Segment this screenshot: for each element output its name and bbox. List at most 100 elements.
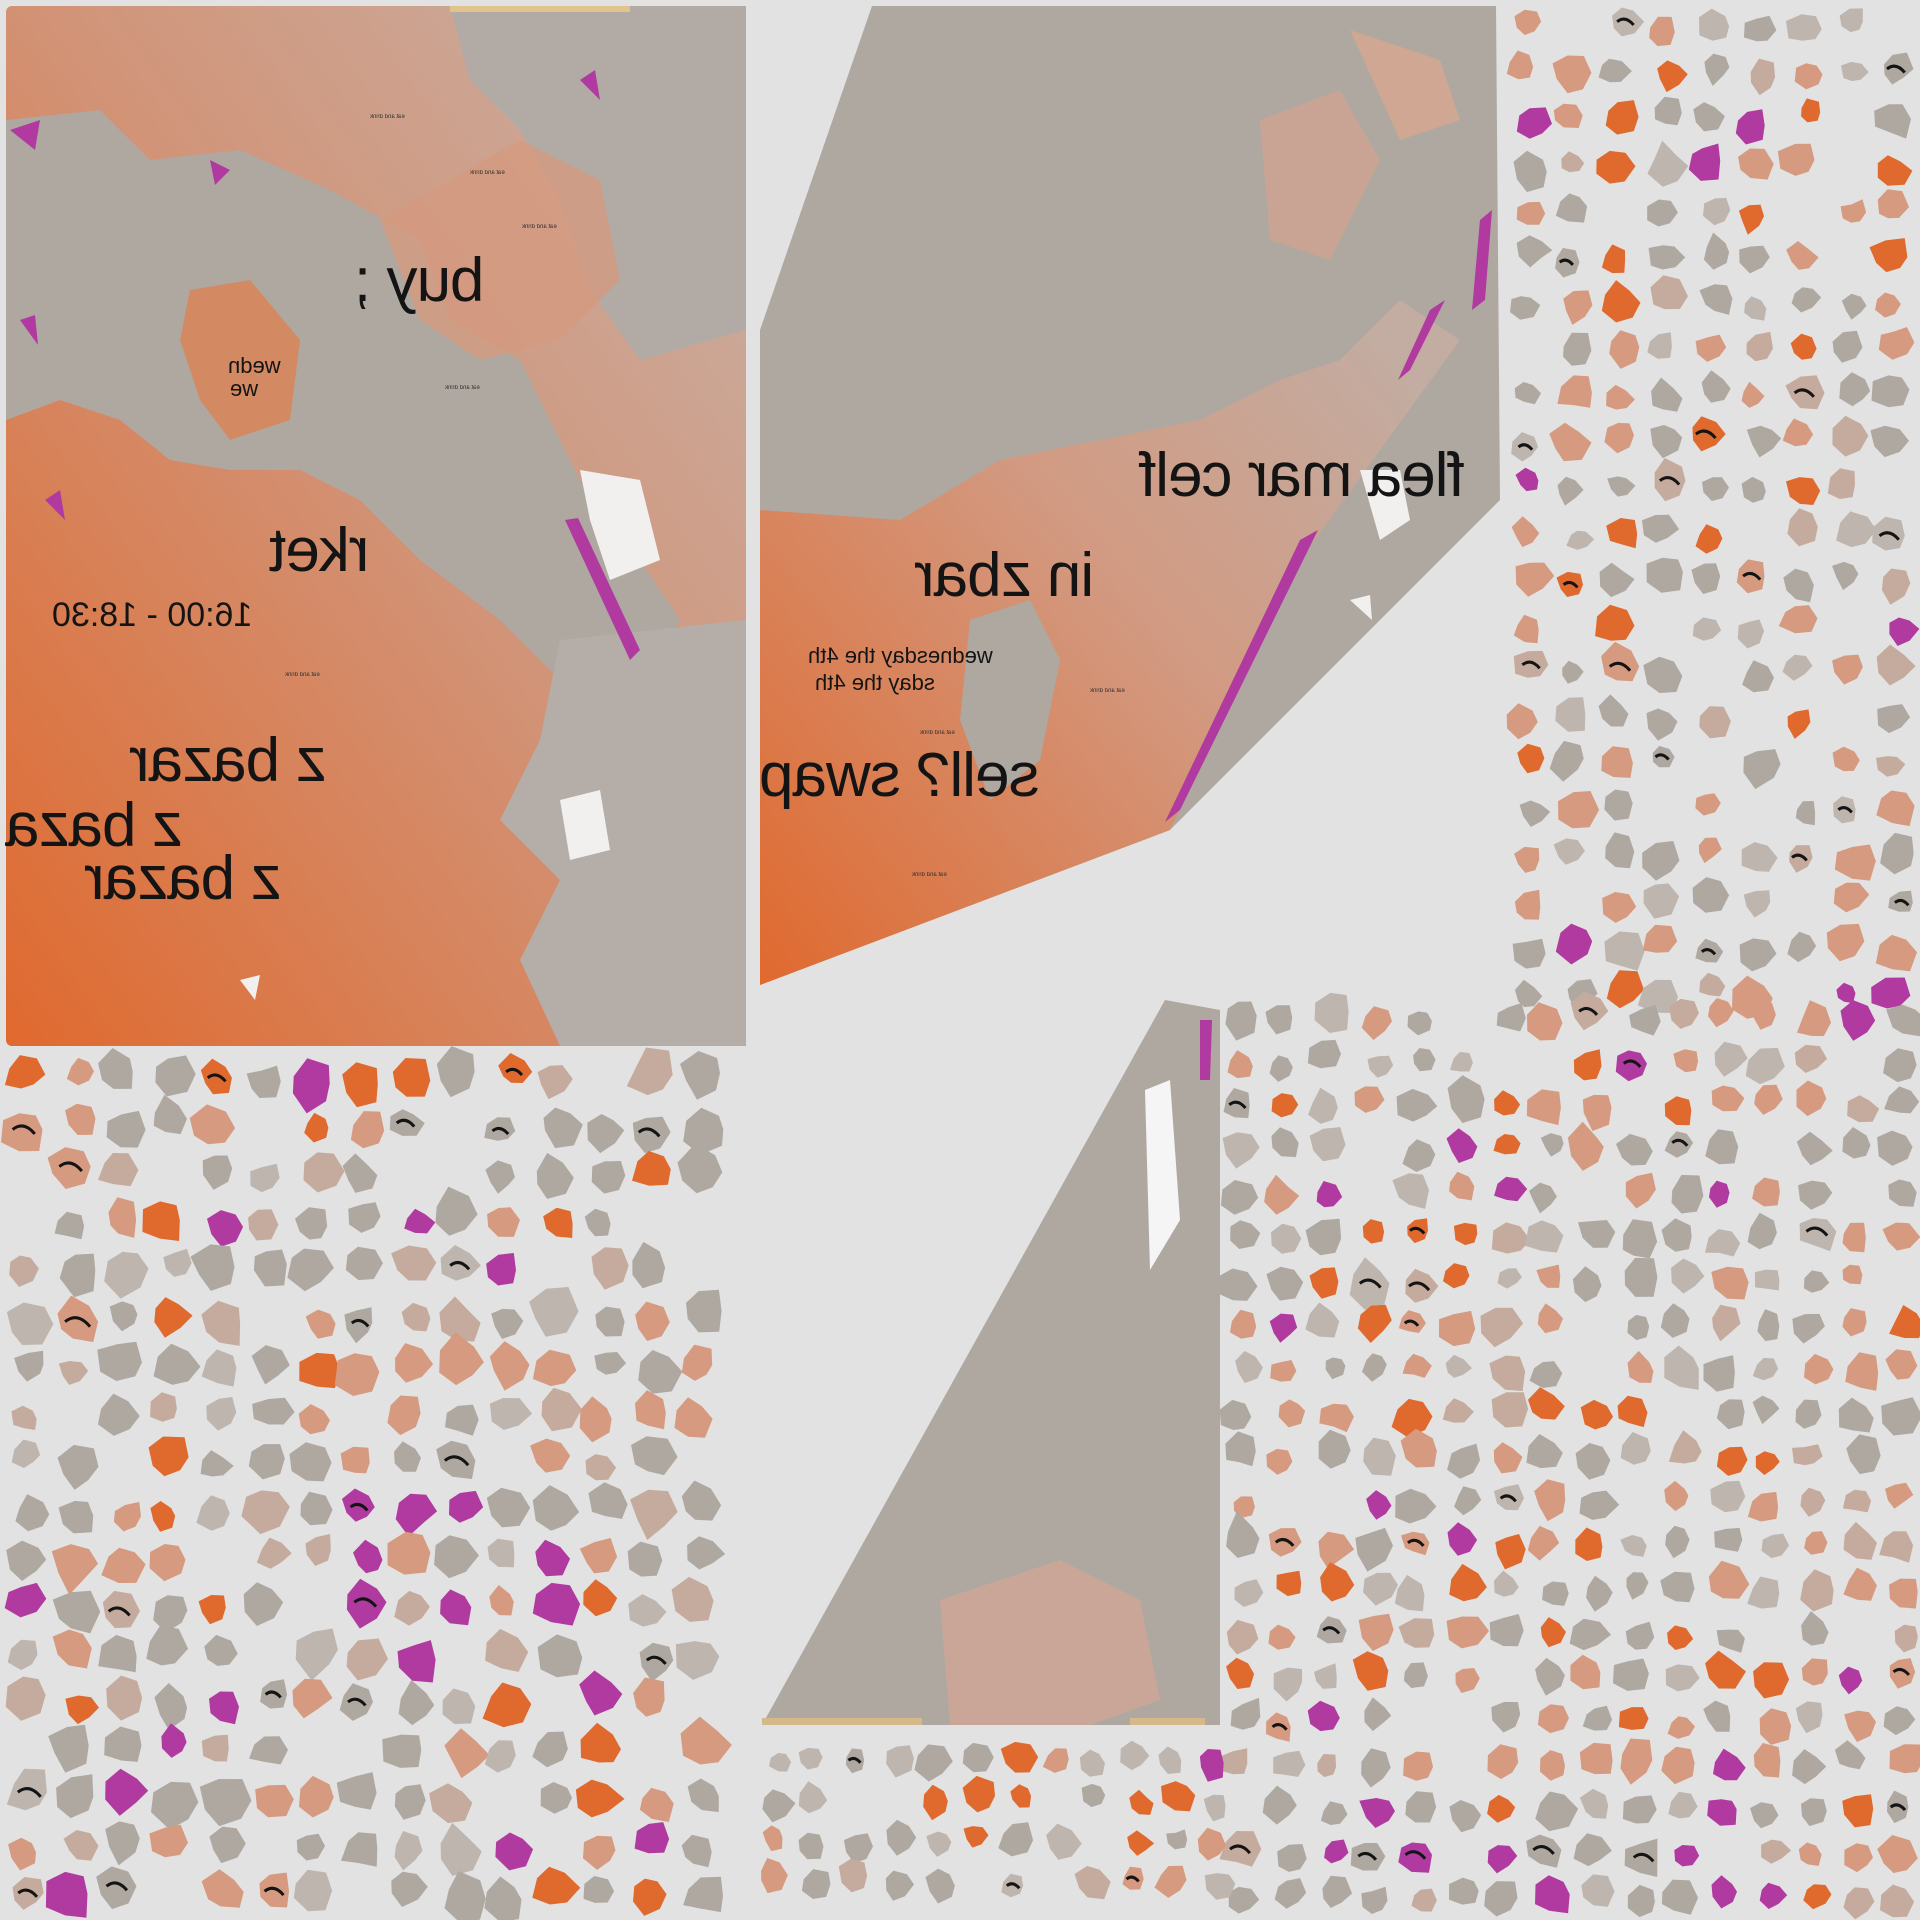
texture-patch (1841, 61, 1869, 81)
texture-patch (1364, 1697, 1392, 1732)
texture-patch (57, 1444, 99, 1490)
texture-patch (1643, 656, 1683, 693)
texture-patch (1705, 1229, 1741, 1257)
texture-patch (638, 1350, 683, 1394)
texture-patch (1798, 1180, 1833, 1210)
texture-patch (1707, 1799, 1737, 1826)
texture-patch (579, 1396, 612, 1443)
texture-patch (681, 1344, 713, 1381)
texture-patch (1711, 1875, 1737, 1909)
poster-text-we: we (230, 376, 259, 401)
texture-patch (1450, 1052, 1473, 1072)
texture-patch (1268, 1624, 1296, 1650)
texture-patch (1705, 1129, 1739, 1165)
texture-patch (532, 1866, 581, 1905)
texture-patch (580, 1722, 621, 1763)
texture-patch (444, 1728, 490, 1779)
texture-patch (1660, 1303, 1690, 1338)
texture-patch (1273, 1750, 1306, 1777)
texture-patch (1671, 1174, 1704, 1214)
texture-patch (1877, 1835, 1918, 1873)
ink-stroke (1005, 1882, 1021, 1890)
ink-stroke (353, 1597, 378, 1608)
texture-patch (1889, 1658, 1916, 1689)
texture-patch (1555, 248, 1580, 278)
texture-patch (1752, 1003, 1776, 1030)
texture-patch (1506, 50, 1534, 80)
texture-patch (98, 1153, 139, 1187)
texture-patch (1699, 8, 1730, 41)
texture-patch (487, 1538, 515, 1568)
peach-region (180, 280, 300, 440)
texture-patch (489, 1398, 533, 1430)
texture-patch (1606, 518, 1638, 549)
texture-patch (1449, 1877, 1479, 1905)
texture-patch (201, 1734, 229, 1762)
ink-stroke (1499, 1494, 1517, 1503)
texture-patch (292, 1058, 330, 1114)
texture-patch (1413, 1048, 1436, 1072)
poster-tiny-label: eat and drink (1090, 688, 1125, 694)
texture-patch (633, 1677, 665, 1717)
texture-patch (1443, 1263, 1470, 1289)
texture-patch (151, 1781, 199, 1830)
texture-patch (1667, 1716, 1695, 1739)
ink-stroke (206, 1073, 227, 1083)
texture-patch (1692, 877, 1730, 913)
texture-patch (58, 1500, 94, 1534)
texture-patch (1536, 1264, 1561, 1288)
texture-patch (1833, 882, 1870, 913)
texture-patch (1487, 1744, 1519, 1779)
texture-patch (1555, 193, 1588, 223)
texture-patch (1270, 1360, 1297, 1382)
texture-patch (1876, 790, 1915, 827)
ink-stroke (1322, 1626, 1341, 1635)
texture-patch (639, 1787, 674, 1822)
ink-stroke (1695, 429, 1717, 440)
texture-patch (1274, 1878, 1307, 1909)
texture-patch (1516, 107, 1552, 139)
texture-patch (536, 1153, 574, 1199)
ink-stroke (349, 1502, 369, 1512)
texture-patch (885, 1870, 914, 1901)
texture-patch (1219, 1831, 1262, 1867)
texture-patch (1322, 1875, 1353, 1908)
texture-patch (1787, 931, 1817, 963)
texture-patch (1392, 1173, 1429, 1209)
texture-patch (632, 1151, 671, 1186)
texture-patch (353, 1539, 383, 1574)
texture-patch (1394, 1574, 1425, 1612)
texture-patch (398, 1680, 435, 1726)
texture-patch (1514, 889, 1541, 920)
ink-stroke (1521, 660, 1541, 670)
texture-patch (1535, 1657, 1565, 1696)
texture-patch (1627, 1314, 1650, 1341)
texture-patch (1643, 883, 1680, 919)
texture-patch (1405, 1791, 1437, 1823)
texture-patch (1494, 1176, 1528, 1202)
texture-patch (299, 1352, 341, 1389)
texture-patch (189, 1104, 236, 1145)
texture-patch (161, 1723, 187, 1758)
texture-patch (1529, 1182, 1557, 1214)
texture-patch (1220, 1180, 1259, 1215)
texture-patch (1562, 660, 1584, 684)
texture-patch (1398, 1842, 1432, 1873)
texture-patch (1626, 1572, 1649, 1600)
texture-patch (1362, 1353, 1387, 1382)
texture-patch (252, 1397, 295, 1425)
ink-stroke (263, 1886, 285, 1897)
texture-patch (1800, 1569, 1834, 1612)
texture-patch (1885, 1349, 1918, 1380)
magenta-stripe (565, 518, 640, 660)
texture-patch (241, 1490, 290, 1535)
texture-patch (154, 1683, 188, 1730)
texture-patch (1894, 1624, 1918, 1653)
texture-patch (1613, 1658, 1649, 1691)
texture-patch (1701, 370, 1731, 403)
texture-patch (1491, 1222, 1531, 1254)
texture-patch (6, 1540, 47, 1581)
texture-patch (1573, 1833, 1612, 1867)
texture-patch (633, 1878, 667, 1916)
ink-stroke (1805, 1226, 1829, 1237)
